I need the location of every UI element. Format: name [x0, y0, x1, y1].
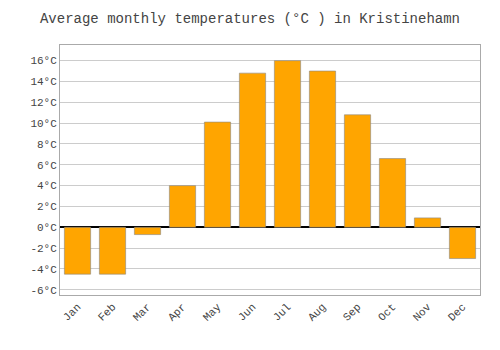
- svg-text:16°C: 16°C: [30, 55, 57, 67]
- svg-text:Jun: Jun: [236, 301, 258, 323]
- svg-text:14°C: 14°C: [30, 76, 57, 88]
- svg-text:May: May: [201, 301, 224, 324]
- svg-text:Apr: Apr: [166, 301, 188, 323]
- svg-text:8°C: 8°C: [37, 139, 57, 151]
- svg-text:Average monthly temperatures (: Average monthly temperatures (°C ) in Kr…: [40, 11, 460, 27]
- svg-text:Oct: Oct: [376, 301, 398, 323]
- svg-text:Dec: Dec: [446, 301, 468, 323]
- svg-text:0°C: 0°C: [37, 222, 57, 234]
- svg-text:Jan: Jan: [61, 301, 83, 323]
- svg-text:Nov: Nov: [411, 301, 434, 324]
- svg-text:Sep: Sep: [341, 301, 363, 323]
- svg-text:-4°C: -4°C: [30, 264, 57, 276]
- svg-text:-2°C: -2°C: [30, 243, 57, 255]
- svg-text:-6°C: -6°C: [30, 285, 57, 297]
- svg-text:10°C: 10°C: [30, 118, 57, 130]
- svg-text:Mar: Mar: [131, 301, 153, 323]
- svg-text:2°C: 2°C: [37, 201, 57, 213]
- svg-text:12°C: 12°C: [30, 97, 57, 109]
- svg-text:Aug: Aug: [306, 301, 328, 323]
- svg-text:Feb: Feb: [96, 301, 118, 323]
- svg-text:6°C: 6°C: [37, 160, 57, 172]
- svg-text:4°C: 4°C: [37, 180, 57, 192]
- svg-text:Jul: Jul: [271, 301, 293, 323]
